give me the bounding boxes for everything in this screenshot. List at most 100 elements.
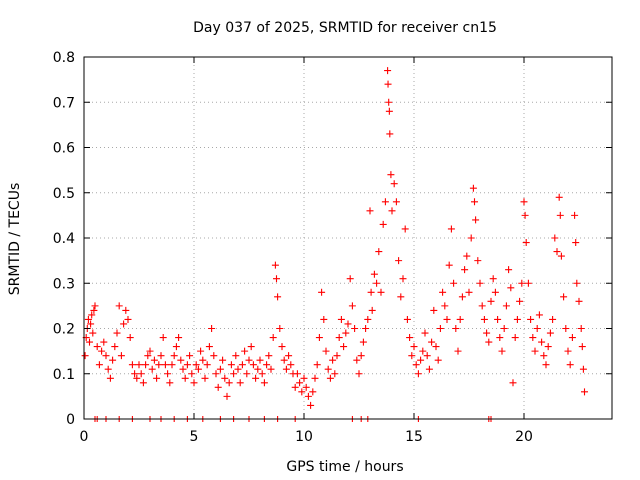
data-point bbox=[84, 315, 92, 323]
x-tick-labels: 0 5 10 15 20 bbox=[80, 429, 533, 445]
data-point bbox=[93, 343, 101, 351]
data-point bbox=[577, 325, 585, 332]
data-point bbox=[333, 352, 341, 360]
data-point bbox=[489, 275, 497, 283]
y-axis-label: SRMTID / TECUs bbox=[7, 183, 23, 296]
data-point bbox=[183, 361, 191, 369]
data-point bbox=[124, 315, 132, 323]
data-point bbox=[549, 315, 557, 323]
data-point bbox=[469, 184, 477, 192]
data-point bbox=[263, 361, 271, 369]
data-point bbox=[542, 361, 550, 369]
data-point bbox=[337, 315, 345, 323]
data-point bbox=[384, 67, 392, 75]
data-point bbox=[221, 374, 229, 382]
y-tick-labels: 0 0.1 0.2 0.3 0.4 0.5 0.6 0.7 0.8 bbox=[53, 50, 75, 428]
data-point bbox=[194, 365, 202, 373]
data-point bbox=[179, 365, 187, 373]
data-point bbox=[385, 98, 393, 106]
data-point bbox=[95, 361, 103, 369]
data-point bbox=[188, 370, 196, 378]
data-point bbox=[571, 211, 579, 219]
data-point bbox=[166, 379, 174, 387]
data-point bbox=[367, 288, 375, 296]
data-point bbox=[320, 315, 328, 323]
data-point bbox=[335, 334, 343, 342]
data-point bbox=[527, 315, 535, 323]
data-point bbox=[362, 325, 370, 332]
data-point bbox=[562, 325, 570, 332]
data-point bbox=[403, 315, 411, 323]
data-point bbox=[170, 352, 178, 360]
data-point bbox=[388, 207, 396, 215]
data-point bbox=[507, 284, 515, 292]
data-point bbox=[307, 401, 315, 409]
data-point bbox=[106, 374, 114, 382]
data-point bbox=[157, 352, 165, 360]
data-point bbox=[247, 343, 255, 351]
data-point bbox=[324, 365, 332, 373]
data-point bbox=[458, 293, 466, 301]
data-point bbox=[553, 248, 561, 256]
data-point bbox=[560, 293, 568, 301]
data-point bbox=[300, 374, 308, 382]
data-point bbox=[516, 297, 524, 305]
data-point bbox=[254, 365, 262, 373]
data-point bbox=[225, 379, 233, 387]
y-tick-label: 0.2 bbox=[53, 322, 75, 338]
data-point bbox=[421, 329, 429, 337]
x-tick-label: 15 bbox=[405, 429, 423, 445]
data-point bbox=[135, 361, 143, 369]
data-point bbox=[436, 325, 444, 332]
data-point bbox=[557, 252, 565, 260]
data-point bbox=[408, 352, 416, 360]
data-point bbox=[452, 325, 460, 332]
data-point bbox=[465, 288, 473, 296]
data-point bbox=[287, 361, 295, 369]
data-point bbox=[102, 352, 110, 360]
data-point bbox=[505, 266, 513, 274]
data-point bbox=[219, 356, 227, 364]
data-point bbox=[546, 329, 554, 337]
y-tick-label: 0.3 bbox=[53, 276, 75, 292]
data-point bbox=[566, 361, 574, 369]
data-point bbox=[346, 275, 354, 283]
data-point bbox=[511, 334, 519, 342]
x-tick-label: 20 bbox=[515, 429, 533, 445]
data-point bbox=[285, 352, 293, 360]
data-point bbox=[104, 365, 112, 373]
data-point bbox=[153, 374, 161, 382]
data-point bbox=[208, 325, 216, 332]
data-point bbox=[298, 388, 306, 396]
data-point bbox=[340, 343, 348, 351]
x-tick-label: 0 bbox=[80, 429, 89, 445]
data-point bbox=[86, 338, 93, 346]
data-point bbox=[201, 374, 209, 382]
data-point bbox=[155, 361, 163, 369]
x-tick-label: 5 bbox=[190, 429, 199, 445]
data-point bbox=[144, 352, 152, 360]
data-point bbox=[578, 343, 586, 351]
data-point bbox=[230, 370, 238, 378]
data-point bbox=[483, 329, 491, 337]
data-point bbox=[412, 361, 420, 369]
data-point bbox=[430, 306, 438, 314]
data-point bbox=[419, 347, 427, 355]
data-point bbox=[111, 343, 119, 351]
data-point bbox=[267, 365, 275, 373]
data-point bbox=[384, 80, 392, 88]
data-point bbox=[210, 352, 218, 360]
data-point bbox=[91, 302, 99, 310]
data-point bbox=[245, 356, 253, 364]
data-point bbox=[575, 297, 583, 305]
data-point bbox=[556, 211, 564, 219]
data-point bbox=[357, 352, 365, 360]
data-point bbox=[304, 392, 312, 400]
data-point bbox=[322, 347, 330, 355]
data-point bbox=[100, 338, 108, 346]
data-point bbox=[487, 297, 495, 305]
data-point bbox=[234, 365, 242, 373]
data-point bbox=[126, 334, 134, 342]
data-point bbox=[385, 107, 393, 115]
data-point bbox=[461, 266, 469, 274]
